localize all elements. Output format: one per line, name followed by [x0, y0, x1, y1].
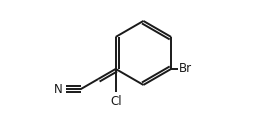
Text: N: N [54, 83, 63, 96]
Text: Br: Br [179, 62, 192, 76]
Text: Cl: Cl [110, 95, 122, 108]
